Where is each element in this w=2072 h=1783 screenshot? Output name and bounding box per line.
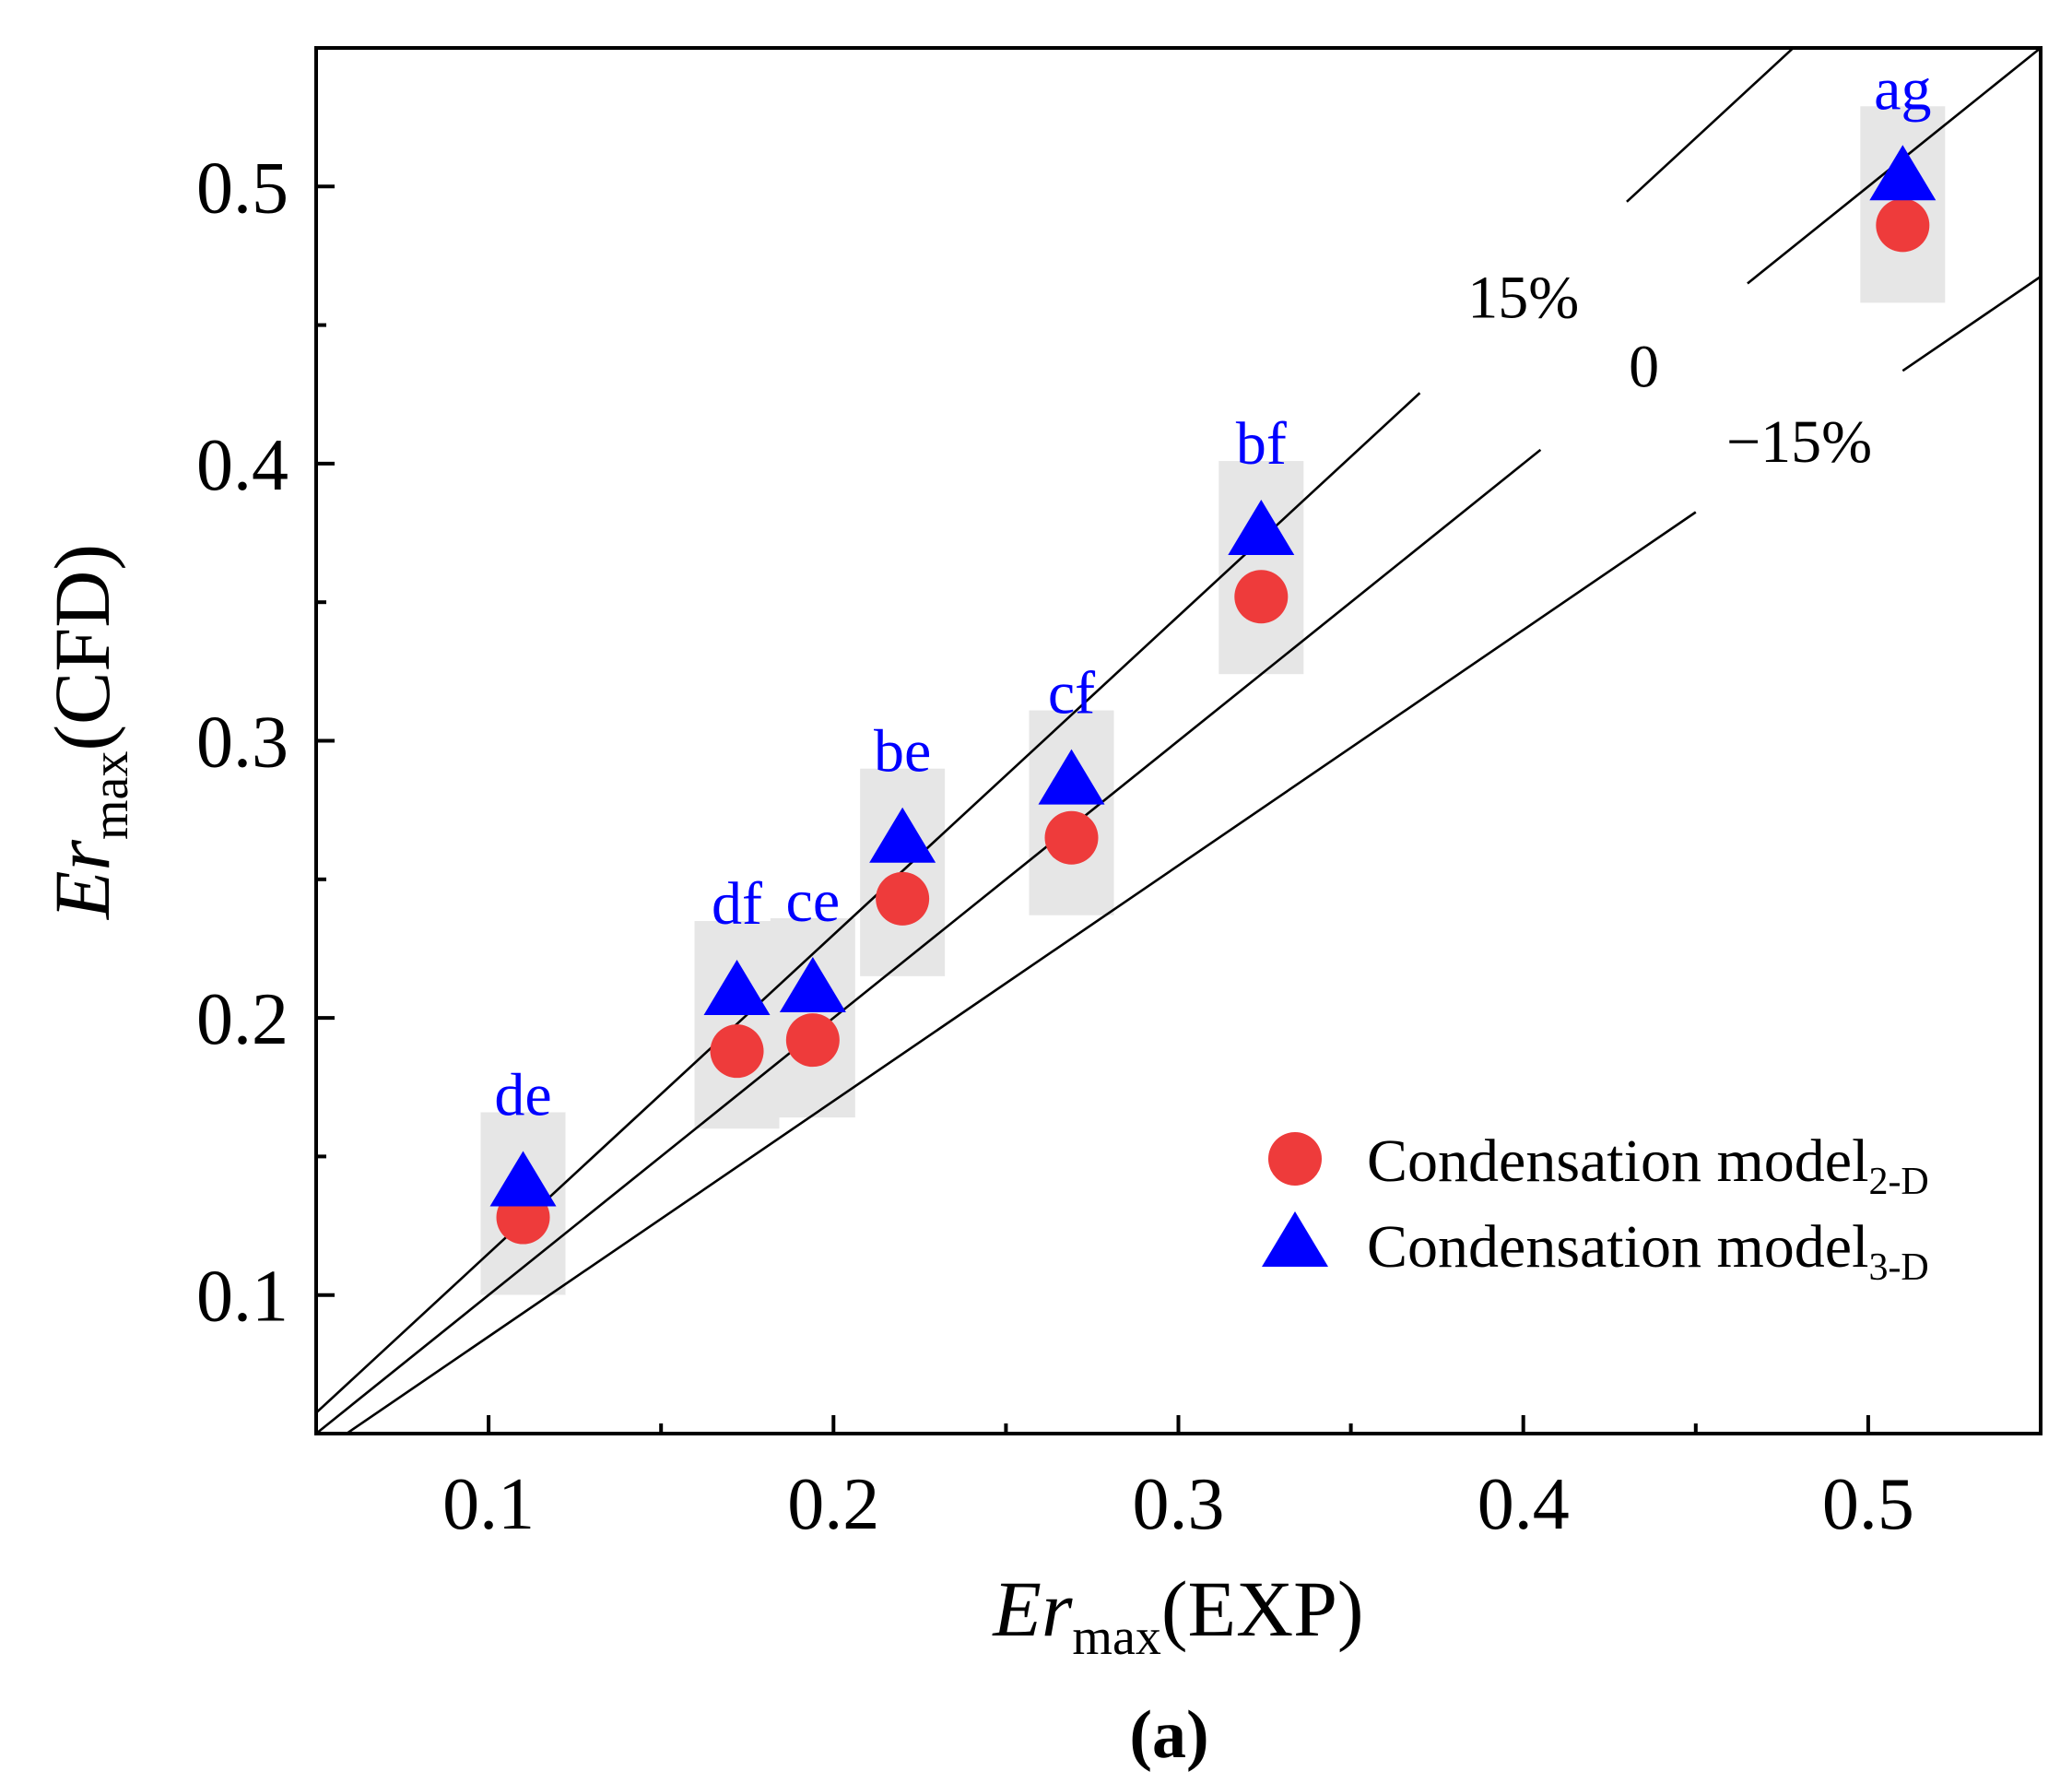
y-tick-label: 0.4 bbox=[196, 425, 288, 506]
circle-marker-ag bbox=[1876, 198, 1930, 253]
triangle-marker-cf bbox=[1038, 749, 1105, 805]
legend-entry-subscript: 3-D bbox=[1868, 1246, 1928, 1289]
circle-marker-cf bbox=[1044, 810, 1099, 865]
x-tick-label: 0.4 bbox=[1477, 1464, 1570, 1545]
y-axis-title-suffix: (CFD) bbox=[38, 544, 126, 751]
point-label-bf: bf bbox=[1236, 410, 1287, 478]
legend-circle-marker bbox=[1268, 1132, 1322, 1186]
reference-line-2-upper bbox=[1901, 275, 2041, 372]
legend-entry-name: Condensation model bbox=[1367, 1128, 1868, 1195]
x-tick-label: 0.2 bbox=[787, 1464, 879, 1545]
circle-marker-be bbox=[876, 871, 930, 926]
legend-entry-name: Condensation model bbox=[1367, 1213, 1868, 1281]
reference-line-label: 15% bbox=[1467, 265, 1579, 332]
reference-line-label: 0 bbox=[1629, 334, 1659, 401]
circle-marker-ce bbox=[785, 1013, 840, 1068]
y-axis-title-main: Er bbox=[38, 839, 126, 921]
triangle-marker-ag bbox=[1869, 145, 1937, 201]
y-tick-label: 0.5 bbox=[196, 148, 288, 229]
triangle-marker-bf bbox=[1228, 500, 1295, 556]
x-axis-title-suffix: (EXP) bbox=[1161, 1565, 1364, 1653]
panel-label: (a) bbox=[1129, 1697, 1208, 1773]
point-label-be: be bbox=[874, 718, 931, 785]
y-axis-title-sub: max bbox=[82, 751, 139, 840]
triangle-marker-ce bbox=[779, 957, 846, 1013]
x-axis-title: Ermax(EXP) bbox=[991, 1565, 1363, 1666]
point-label-de: de bbox=[494, 1061, 551, 1128]
circle-marker-df bbox=[710, 1024, 764, 1079]
legend-entry-label: Condensation model3-D bbox=[1367, 1213, 1929, 1289]
y-tick-label: 0.3 bbox=[196, 703, 288, 784]
point-label-df: df bbox=[712, 870, 762, 938]
point-label-ag: ag bbox=[1874, 55, 1931, 123]
reference-line-0-upper bbox=[1626, 48, 1795, 203]
legend-triangle-marker bbox=[1262, 1211, 1328, 1267]
triangle-marker-de bbox=[489, 1151, 557, 1207]
x-tick-label: 0.5 bbox=[1822, 1464, 1914, 1545]
reference-line-2-lower bbox=[344, 511, 1697, 1434]
reference-line-label: −15% bbox=[1726, 408, 1872, 476]
point-label-ce: ce bbox=[786, 868, 841, 935]
triangle-marker-be bbox=[869, 807, 936, 863]
legend-entry-subscript: 2-D bbox=[1868, 1161, 1928, 1203]
triangle-marker-df bbox=[703, 960, 771, 1016]
x-tick-label: 0.1 bbox=[442, 1464, 535, 1545]
y-axis-title: Ermax(CFD) bbox=[38, 544, 139, 921]
circle-marker-bf bbox=[1234, 570, 1289, 624]
y-tick-label: 0.1 bbox=[196, 1257, 288, 1338]
highlight-box-bf bbox=[1218, 461, 1304, 675]
x-axis-title-sub: max bbox=[1072, 1609, 1160, 1666]
reference-line-1-lower bbox=[316, 448, 1542, 1434]
x-tick-label: 0.3 bbox=[1133, 1464, 1225, 1545]
reference-line-0-lower bbox=[316, 392, 1421, 1414]
x-axis-title-main: Er bbox=[991, 1565, 1073, 1653]
legend-entry-label: Condensation model2-D bbox=[1367, 1128, 1929, 1203]
point-label-cf: cf bbox=[1048, 660, 1095, 727]
y-tick-label: 0.2 bbox=[196, 979, 288, 1060]
